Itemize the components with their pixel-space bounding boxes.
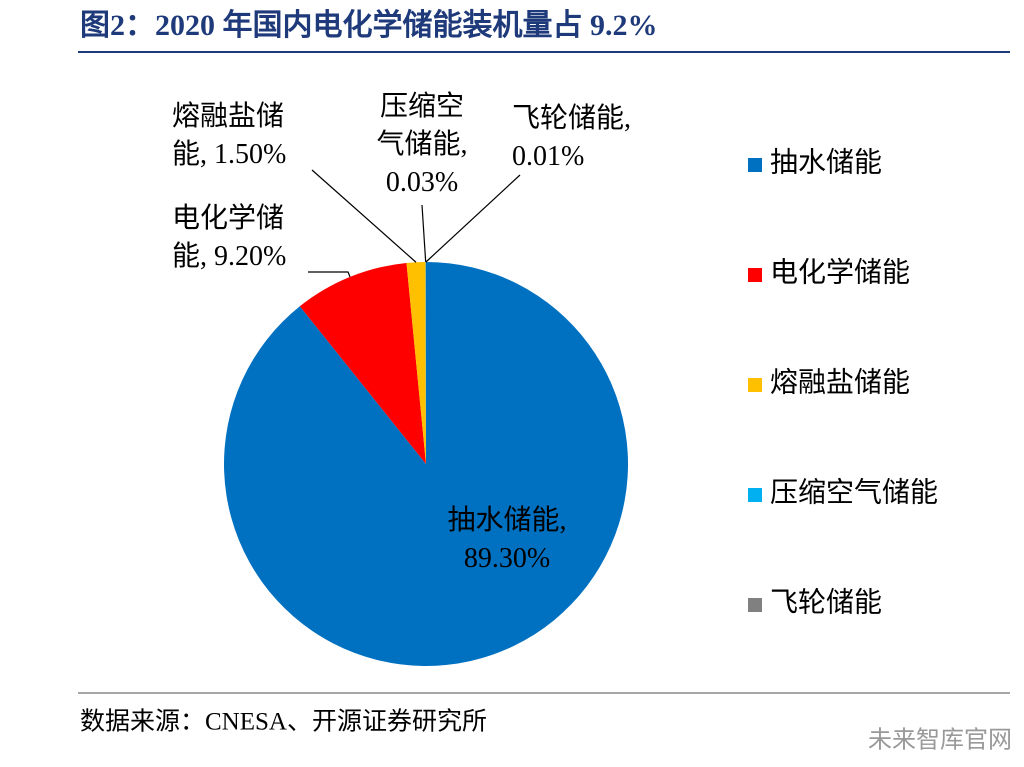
legend-swatch [748, 488, 762, 502]
leader-line [425, 174, 521, 263]
legend-swatch [748, 378, 762, 392]
data-label: 压缩空气储能, 0.03% [376, 91, 468, 198]
chart-title: 图2：2020 年国内电化学储能装机量占 9.2% [80, 8, 658, 42]
data-label: 抽水储能, 89.30% [447, 505, 567, 574]
pie-slice [224, 262, 629, 666]
legend-swatch [748, 598, 762, 612]
legend-label: 抽水储能 [770, 146, 882, 178]
legend-label: 飞轮储能 [770, 586, 882, 618]
data-label: 熔融盐储能, 1.50% [172, 101, 287, 170]
pie-slice [406, 262, 426, 464]
leader-line [308, 271, 351, 278]
legend-label: 熔融盐储能 [770, 366, 910, 398]
legend-label: 压缩空气储能 [770, 476, 938, 508]
source: 数据来源：CNESA、开源证券研究所 [80, 708, 487, 736]
data-label: 电化学储能, 9.20% [172, 203, 287, 272]
pie-slice [425, 262, 426, 464]
legend-swatch [748, 158, 762, 172]
legend-label: 电化学储能 [770, 256, 910, 288]
leader-line [311, 169, 417, 263]
legend-swatch [748, 268, 762, 282]
data-label: 飞轮储能, 0.01% [512, 103, 632, 172]
leader-line [421, 204, 427, 263]
watermark: 未来智库官网 [868, 727, 1012, 754]
pie-slice [299, 262, 426, 464]
